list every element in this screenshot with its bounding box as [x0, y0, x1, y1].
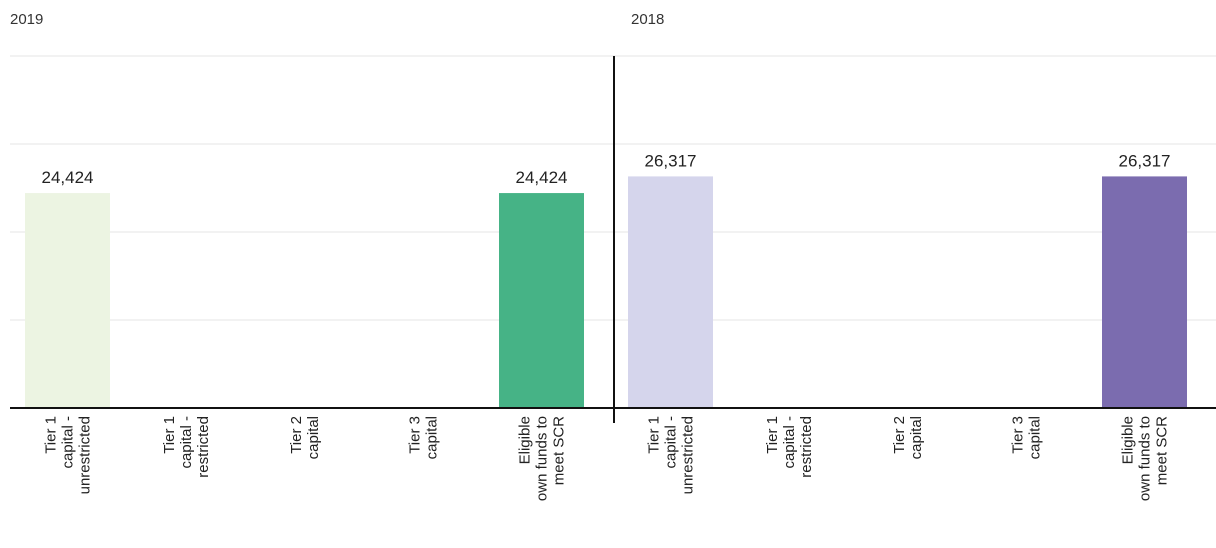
- data-label: 24,424: [516, 168, 568, 187]
- bar-2019-0: [25, 193, 110, 408]
- tick-label: capital -: [663, 416, 680, 469]
- tick-label: Tier 1: [646, 416, 663, 454]
- tick-label: Tier 3: [407, 416, 424, 454]
- tick-label: capital -: [781, 416, 798, 469]
- tick-label: capital -: [178, 416, 195, 469]
- tick-label: Tier 1: [764, 416, 781, 454]
- bar-2018-0: [628, 176, 713, 408]
- tick-label: capital: [1027, 416, 1044, 459]
- tick-label: Tier 1: [161, 416, 178, 454]
- tick-label: Tier 1: [43, 416, 60, 454]
- tick-label: restricted: [195, 416, 212, 478]
- tick-label: capital -: [60, 416, 77, 469]
- tick-label: Tier 2: [891, 416, 908, 454]
- tick-label: Eligible: [517, 416, 534, 464]
- panel-title-2019: 2019: [10, 11, 43, 28]
- tick-label: unrestricted: [680, 416, 697, 494]
- tick-label: capital: [305, 416, 322, 459]
- data-label: 26,317: [1119, 151, 1171, 170]
- data-label: 26,317: [645, 151, 697, 170]
- tick-label: Eligible: [1120, 416, 1137, 464]
- tick-label: meet SCR: [551, 416, 568, 485]
- tick-label: capital: [908, 416, 925, 459]
- tick-label: own funds to: [534, 416, 551, 501]
- tick-label: capital: [424, 416, 441, 459]
- tick-label: meet SCR: [1154, 416, 1171, 485]
- bar-2018-4: [1102, 176, 1187, 408]
- tick-label: restricted: [798, 416, 815, 478]
- panel-title-2018: 2018: [631, 11, 664, 28]
- tick-label: Tier 3: [1010, 416, 1027, 454]
- tick-label: Tier 2: [288, 416, 305, 454]
- tick-label: unrestricted: [77, 416, 94, 494]
- bar-2019-4: [499, 193, 584, 408]
- tick-label: own funds to: [1137, 416, 1154, 501]
- data-label: 24,424: [42, 168, 94, 187]
